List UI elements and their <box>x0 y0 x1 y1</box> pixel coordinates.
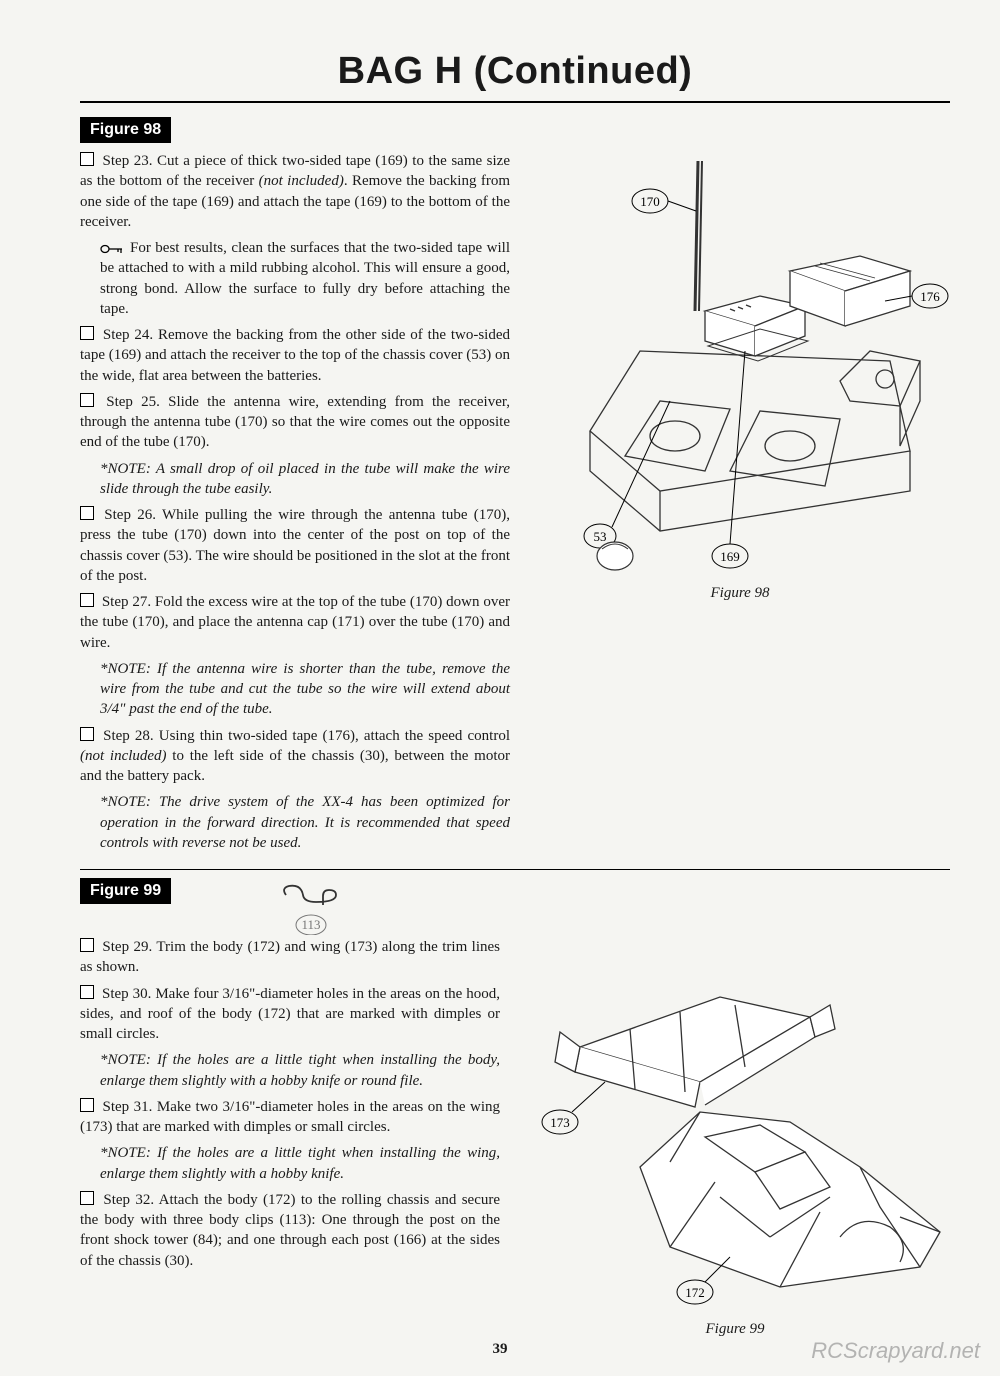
callout-176: 176 <box>920 289 940 304</box>
chassis-receiver-diagram: 170 <box>530 151 950 581</box>
figure-99-label: Figure 99 <box>80 878 171 904</box>
checkbox-icon <box>80 506 94 520</box>
step-28: Step 28. Using thin two-sided tape (176)… <box>80 726 510 787</box>
callout-53: 53 <box>594 529 607 544</box>
note-antenna-shorter: *NOTE: If the antenna wire is shorter th… <box>100 659 510 720</box>
step-25: Step 25. Slide the antenna wire, extendi… <box>80 392 510 453</box>
callout-172: 172 <box>685 1285 705 1300</box>
title-rule <box>80 101 950 103</box>
note-drive-system: *NOTE: The drive system of the XX-4 has … <box>100 792 510 853</box>
checkbox-icon <box>80 985 94 999</box>
step-30: Step 30. Make four 3/16"-diameter holes … <box>80 984 500 1045</box>
callout-113: 113 <box>302 917 321 932</box>
figure-98-illustration: 170 <box>530 151 950 859</box>
step-24: Step 24. Remove the backing from the oth… <box>80 325 510 386</box>
tip-clean-surfaces: For best results, clean the surfaces tha… <box>100 238 510 319</box>
page-title: BAG H (Continued) <box>80 50 950 93</box>
step-23: Step 23. Cut a piece of thick two-sided … <box>80 151 510 232</box>
section-divider <box>80 869 950 870</box>
callout-173: 173 <box>550 1115 570 1130</box>
note-oil-drop: *NOTE: A small drop of oil placed in the… <box>100 459 510 500</box>
section-figure-98: Figure 98 Step 23. Cut a piece of thick … <box>80 113 950 859</box>
figure-98-text-column: Step 23. Cut a piece of thick two-sided … <box>80 151 510 859</box>
figure-99-illustration: 173 <box>520 937 950 1338</box>
figure-98-caption: Figure 98 <box>530 585 950 602</box>
checkbox-icon <box>80 727 94 741</box>
checkbox-icon <box>80 593 94 607</box>
key-icon <box>100 244 124 254</box>
checkbox-icon <box>80 938 94 952</box>
body-clip-illustration: 113 <box>271 880 351 935</box>
section-figure-99: Figure 99 113 Step 29. Trim the body (17… <box>80 874 950 1338</box>
checkbox-icon <box>80 152 94 166</box>
step-27: Step 27. Fold the excess wire at the top… <box>80 592 510 653</box>
step-29: Step 29. Trim the body (172) and wing (1… <box>80 937 500 978</box>
body-wing-diagram: 173 <box>520 937 950 1317</box>
note-holes-wing: *NOTE: If the holes are a little tight w… <box>100 1143 500 1184</box>
note-holes-body: *NOTE: If the holes are a little tight w… <box>100 1050 500 1091</box>
step-31: Step 31. Make two 3/16"-diameter holes i… <box>80 1097 500 1138</box>
step-32: Step 32. Attach the body (172) to the ro… <box>80 1190 500 1271</box>
figure-99-text-column: Step 29. Trim the body (172) and wing (1… <box>80 937 500 1338</box>
checkbox-icon <box>80 1191 94 1205</box>
checkbox-icon <box>80 393 94 407</box>
watermark: RCScrapyard.net <box>811 1338 980 1364</box>
figure-99-caption: Figure 99 <box>520 1321 950 1338</box>
callout-169: 169 <box>720 549 740 564</box>
checkbox-icon <box>80 326 94 340</box>
figure-98-label: Figure 98 <box>80 117 171 143</box>
callout-170: 170 <box>640 194 660 209</box>
step-26: Step 26. While pulling the wire through … <box>80 505 510 586</box>
checkbox-icon <box>80 1098 94 1112</box>
